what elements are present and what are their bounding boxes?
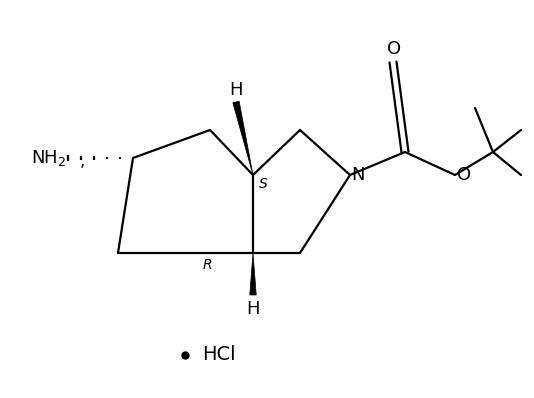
Text: HCl: HCl — [202, 345, 235, 365]
Polygon shape — [233, 101, 253, 175]
Text: H: H — [246, 300, 260, 318]
Text: R: R — [203, 258, 213, 272]
Text: NH$_2$: NH$_2$ — [30, 148, 66, 168]
Text: O: O — [457, 166, 471, 184]
Text: S: S — [259, 177, 268, 191]
Text: O: O — [387, 40, 401, 58]
Text: N: N — [351, 166, 365, 184]
Polygon shape — [250, 253, 256, 295]
Text: ,: , — [80, 152, 85, 170]
Text: H: H — [229, 81, 243, 99]
